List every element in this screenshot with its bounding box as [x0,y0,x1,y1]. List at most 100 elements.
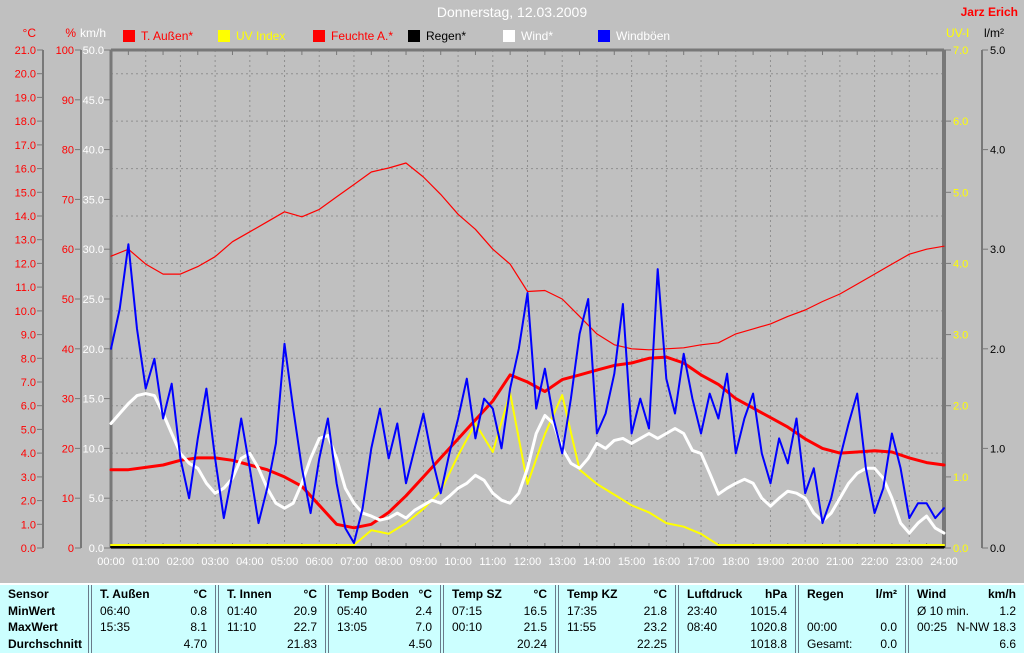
x-tick-label: 21:00 [826,556,854,568]
x-tick-label: 23:00 [896,556,924,568]
table-header-temp-sz: Temp SZ °C [444,586,555,603]
sensor-unit: °C [193,587,207,601]
table-cell-max-temp-sz: 00:10 21.5 [444,619,555,636]
table-header-luftdruck: Luftdruck hPa [679,586,795,603]
sensor-unit: hPa [764,587,787,601]
max-time: 13:05 [337,620,368,634]
y-tick-label-humidity: 60 [62,244,74,256]
avg-value: 1018.8 [750,636,787,651]
max-time: 00:25 [917,620,948,634]
legend-swatch-windboeen [598,30,610,42]
legend-swatch-feuchte [313,30,325,42]
y-tick-label-rain: 1.0 [990,443,1005,455]
row-label-sensor: Sensor [8,587,49,601]
legend-label: Feuchte A.* [331,29,394,43]
y-tick-label-temperature: 12.0 [15,258,36,270]
y-tick-label-uv: 6.0 [953,116,968,128]
y-tick-label-temperature: 21.0 [15,45,36,57]
table-row-label: Sensor [0,586,88,603]
y-tick-label-uv: 2.0 [953,401,968,413]
y-tick-label-temperature: 16.0 [15,164,36,176]
y-tick-label-wind: 0.0 [89,543,104,555]
table-cell-avg-temp-boden: 4.50 [329,636,440,653]
y-tick-label-uv: 1.0 [953,472,968,484]
legend-label: Wind* [521,29,554,43]
min-value: 0.8 [190,603,207,618]
table-cell-avg-luftdruck: 1018.8 [679,636,795,653]
x-tick-label: 08:00 [375,556,403,568]
y-tick-label-temperature: 3.0 [21,472,36,484]
y-tick-label-uv: 5.0 [953,187,968,199]
y-tick-label-temperature: 9.0 [21,330,36,342]
y-tick-label-temperature: 10.0 [15,306,36,318]
table-cell-avg-t-au-en: 4.70 [92,636,215,653]
y-tick-label-temperature: 20.0 [15,69,36,81]
y-tick-label-humidity: 20 [62,443,74,455]
table-cell-max-t-au-en: 15:35 8.1 [92,619,215,636]
table-header-temp-boden: Temp Boden °C [329,586,440,603]
sensor-unit: °C [418,587,432,601]
y-tick-label-wind: 20.0 [83,344,104,356]
table-cell-min-temp-kz: 17:35 21.8 [559,603,675,620]
table-header-regen: Regen l/m² [799,586,905,603]
x-tick-label: 03:00 [201,556,229,568]
y-tick-label-rain: 4.0 [990,145,1005,157]
x-tick-label: 13:00 [548,556,576,568]
x-tick-label: 19:00 [757,556,785,568]
y-tick-label-wind: 25.0 [83,294,104,306]
avg-value: 21.83 [286,636,317,651]
table-cell-min-luftdruck: 23:40 1015.4 [679,603,795,620]
avg-value: 20.24 [516,636,547,651]
chart-plot: 0.0 1.0 2.0 3.0 4.0 5.0 6.0 7.0 8.0 9.0 10.0 11.0 12… [15,45,1006,568]
sensor-name: Temp Boden [337,587,409,601]
max-value: 0.0 [880,620,897,634]
table-cell-max-temp-kz: 11:55 23.2 [559,619,675,636]
sensor-name: T. Innen [227,587,272,601]
y-tick-label-temperature: 17.0 [15,140,36,152]
y-tick-label-wind: 5.0 [89,493,104,505]
y-tick-label-uv: 3.0 [953,330,968,342]
table-cell-max-t-innen: 11:10 22.7 [219,619,325,636]
x-tick-label: 07:00 [340,556,368,568]
max-value: 22.7 [293,620,317,634]
table-col-t-au-en: T. Außen °C 06:40 0.8 15:35 8.1 4.70 [88,585,215,653]
sensor-unit: °C [653,587,667,601]
y-tick-label-temperature: 19.0 [15,92,36,104]
legend-item-t-aussen: T. Außen* [123,29,193,43]
legend-item-feuchte: Feuchte A.* [313,29,393,43]
table-cell-avg-t-innen: 21.83 [219,636,325,653]
sensor-name: Luftdruck [687,587,743,601]
x-tick-label: 09:00 [410,556,438,568]
y-tick-label-humidity: 30 [62,394,74,406]
max-time: 15:35 [100,620,131,634]
y-tick-label-wind: 50.0 [83,45,104,57]
row-label-maxwert: MaxWert [8,620,58,634]
table-row-label: Durchschnitt [0,636,88,653]
x-tick-label: 16:00 [653,556,681,568]
table-cell-min-regen [799,603,905,620]
y-tick-label-temperature: 15.0 [15,187,36,199]
min-time: 05:40 [337,603,368,618]
min-value: 2.4 [415,603,432,618]
table-cell-avg-temp-kz: 22.25 [559,636,675,653]
y-tick-label-wind: 10.0 [83,443,104,455]
y-tick-label-wind: 35.0 [83,194,104,206]
y-tick-label-humidity: 80 [62,145,74,157]
table-cell-max-luftdruck: 08:40 1020.8 [679,619,795,636]
x-tick-label: 14:00 [583,556,611,568]
axis-unit-percent: % [65,26,76,40]
y-tick-label-wind: 15.0 [83,394,104,406]
table-cell-min-temp-sz: 07:15 16.5 [444,603,555,620]
legend-label: Windböen [616,29,671,43]
min-time: 06:40 [100,603,131,618]
x-tick-label: 18:00 [722,556,750,568]
x-tick-label: 10:00 [444,556,472,568]
y-tick-label-rain: 5.0 [990,45,1005,57]
series-windb-en [110,243,945,544]
axis-unit-kmh: km/h [79,26,106,40]
x-tick-label: 02:00 [167,556,195,568]
table-col-temp-kz: Temp KZ °C 17:35 21.8 11:55 23.2 22.25 [555,585,675,653]
max-time: 08:40 [687,620,718,634]
legend-item-windboeen: Windböen [598,29,670,43]
